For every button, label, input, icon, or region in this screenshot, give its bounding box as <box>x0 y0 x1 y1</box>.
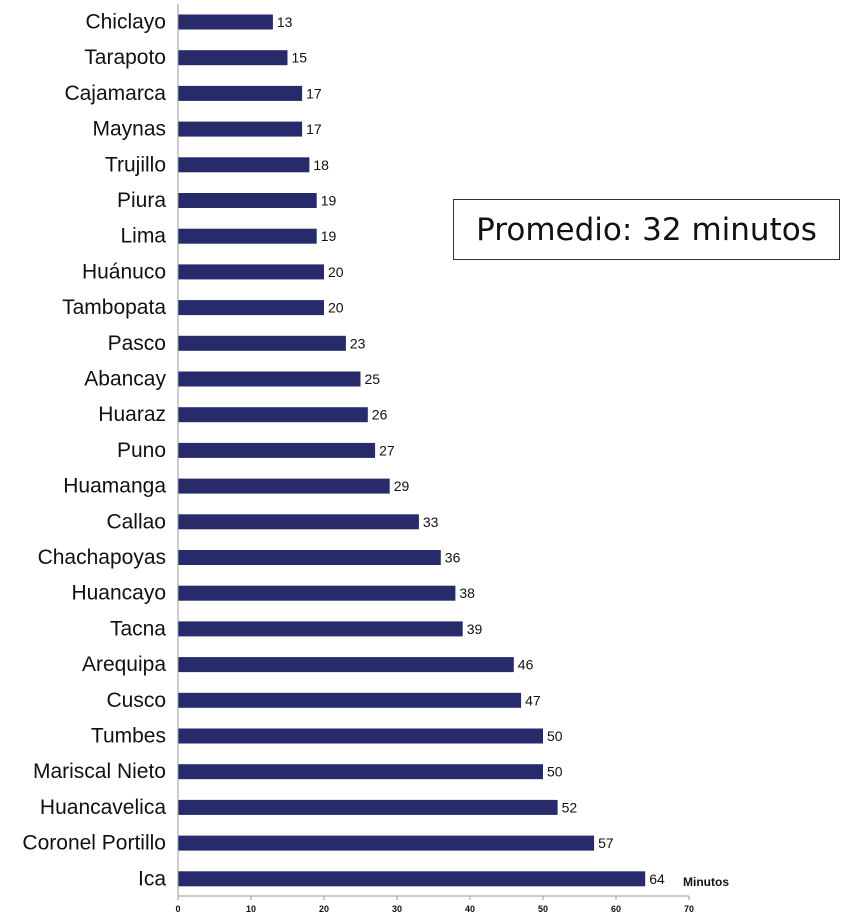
bar <box>178 407 368 423</box>
value-label: 23 <box>350 335 366 351</box>
average-annotation-box: Promedio: 32 minutos <box>453 199 840 260</box>
bar <box>178 300 324 316</box>
x-axis-ticks: 0 10 20 30 40 50 60 70 <box>175 896 694 914</box>
bar <box>178 121 303 137</box>
value-label: 38 <box>459 585 475 601</box>
bar <box>178 335 346 351</box>
bar <box>178 835 595 851</box>
value-label: 20 <box>328 300 344 316</box>
category-labels: Chiclayo Tarapoto Cajamarca Maynas Trujillo P… <box>22 11 166 891</box>
bar <box>178 157 310 173</box>
x-tick-label: 30 <box>392 904 402 914</box>
bar <box>178 799 558 815</box>
bar <box>178 228 317 244</box>
value-label: 57 <box>598 835 614 851</box>
category-label: Huamanga <box>63 475 166 498</box>
value-label: 13 <box>277 14 293 30</box>
value-label: 36 <box>445 550 461 566</box>
x-axis-title: Minutos <box>683 875 729 889</box>
value-label: 15 <box>292 50 308 66</box>
value-label: 25 <box>365 371 381 387</box>
category-label: Arequipa <box>82 653 166 676</box>
x-tick-label: 0 <box>175 904 180 914</box>
value-label: 27 <box>379 442 395 458</box>
bar <box>178 14 273 30</box>
category-label: Piura <box>117 189 166 212</box>
value-label: 19 <box>321 193 337 209</box>
category-label: Tarapoto <box>84 46 166 69</box>
bar <box>178 264 324 280</box>
category-label: Pasco <box>108 332 166 355</box>
bar <box>178 550 441 565</box>
bar <box>178 692 522 708</box>
category-label: Cajamarca <box>64 82 166 105</box>
x-tick-label: 20 <box>319 904 329 914</box>
x-tick-label: 60 <box>611 904 621 914</box>
value-label: 52 <box>562 799 578 815</box>
category-label: Huaraz <box>98 403 166 426</box>
bar <box>178 442 376 458</box>
value-label: 29 <box>394 478 410 494</box>
bars <box>178 14 646 887</box>
bar <box>178 728 543 744</box>
category-label: Huánuco <box>82 260 166 283</box>
value-label: 19 <box>321 228 337 244</box>
category-label: Chachapoyas <box>38 546 166 569</box>
category-label: Trujillo <box>105 153 166 176</box>
value-label: 46 <box>518 657 534 673</box>
x-tick-label: 40 <box>465 904 475 914</box>
value-label: 50 <box>547 764 563 780</box>
category-label: Tacna <box>110 617 166 640</box>
category-label: Coronel Portillo <box>22 832 166 855</box>
category-label: Abancay <box>84 368 166 391</box>
bar <box>178 514 419 530</box>
category-label: Tumbes <box>91 725 166 748</box>
average-annotation-text: Promedio: 32 minutos <box>476 211 817 248</box>
bar <box>178 193 317 208</box>
value-label: 33 <box>423 514 439 530</box>
x-tick-label: 10 <box>246 904 256 914</box>
value-label: 39 <box>467 621 483 637</box>
category-label: Lima <box>120 225 166 248</box>
value-label: 47 <box>525 692 541 708</box>
category-label: Huancavelica <box>40 796 166 819</box>
x-tick-label: 50 <box>538 904 548 914</box>
value-label: 17 <box>306 121 322 137</box>
bar <box>178 50 288 66</box>
bar <box>178 764 543 780</box>
value-label: 20 <box>328 264 344 280</box>
category-label: Ica <box>138 867 166 890</box>
category-label: Mariscal Nieto <box>33 760 166 783</box>
category-label: Cusco <box>106 689 166 712</box>
value-label: 64 <box>649 871 665 887</box>
bar <box>178 585 456 601</box>
value-label: 17 <box>306 85 322 101</box>
category-label: Chiclayo <box>85 11 166 34</box>
value-labels: 13 15 17 17 18 19 19 20 20 23 25 26 27 29 33 36 38 39 46 47… <box>277 14 665 887</box>
x-tick-label: 70 <box>684 904 694 914</box>
category-label: Tambopata <box>62 296 166 319</box>
bar <box>178 871 646 887</box>
value-label: 18 <box>313 157 329 173</box>
bar <box>178 621 463 637</box>
value-label: 50 <box>547 728 563 744</box>
bar <box>178 85 303 101</box>
bar <box>178 371 361 387</box>
bar <box>178 478 390 494</box>
value-label: 26 <box>372 407 388 423</box>
bar <box>178 657 514 673</box>
category-label: Maynas <box>92 118 166 141</box>
category-label: Puno <box>117 439 166 462</box>
category-label: Callao <box>106 510 166 533</box>
category-label: Huancayo <box>71 582 166 605</box>
